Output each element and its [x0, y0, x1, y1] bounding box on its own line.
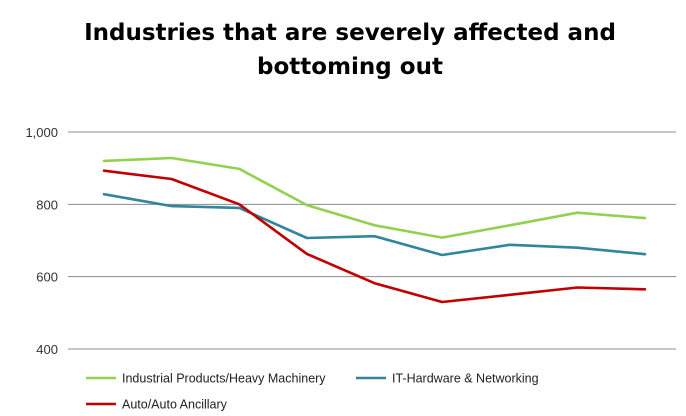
series-line-0 — [102, 156, 647, 239]
chart-title-line-2: bottoming out — [257, 54, 443, 80]
y-tick-label: 800 — [36, 197, 58, 212]
y-tick-label: 1,000 — [25, 125, 58, 140]
series-lines — [102, 156, 647, 304]
legend: Industrial Products/Heavy Machinery IT-Ha… — [86, 372, 539, 412]
gridlines — [68, 131, 676, 350]
legend-label: Industrial Products/Heavy Machinery — [122, 372, 326, 386]
chart-title-line-1: Industries that are severely affected an… — [84, 20, 616, 46]
y-axis-ticks: 400 600 800 1,000 — [25, 125, 58, 357]
legend-label: IT-Hardware & Networking — [392, 372, 539, 386]
chart-title: Industries that are severely affected an… — [84, 20, 616, 80]
y-tick-label: 600 — [36, 270, 58, 285]
legend-label: Auto/Auto Ancillary — [122, 398, 228, 412]
y-tick-label: 400 — [36, 342, 58, 357]
